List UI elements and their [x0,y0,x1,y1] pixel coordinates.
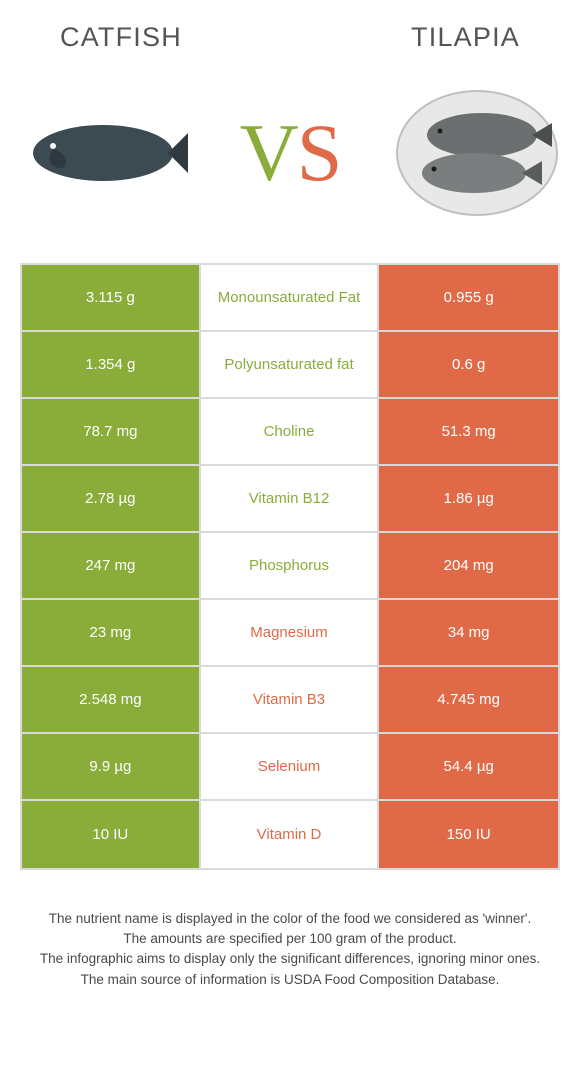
table-row: 9.9 µgSelenium54.4 µg [22,734,558,801]
right-value-cell: 54.4 µg [379,734,558,799]
right-value-cell: 150 IU [379,801,558,868]
right-value-cell: 4.745 mg [379,667,558,732]
nutrient-name-cell: Vitamin D [201,801,380,868]
nutrient-name-cell: Magnesium [201,600,380,665]
right-food-image [392,78,562,228]
right-value-cell: 0.6 g [379,332,558,397]
table-row: 3.115 gMonounsaturated Fat0.955 g [22,265,558,332]
footnote-line: The main source of information is USDA F… [22,971,558,989]
table-row: 2.78 µgVitamin B121.86 µg [22,466,558,533]
footnotes: The nutrient name is displayed in the co… [22,910,558,989]
table-row: 247 mgPhosphorus204 mg [22,533,558,600]
right-value-cell: 1.86 µg [379,466,558,531]
left-value-cell: 1.354 g [22,332,201,397]
left-value-cell: 2.78 µg [22,466,201,531]
left-value-cell: 78.7 mg [22,399,201,464]
left-value-cell: 10 IU [22,801,201,868]
comparison-table: 3.115 gMonounsaturated Fat0.955 g1.354 g… [20,263,560,870]
left-value-cell: 2.548 mg [22,667,201,732]
vs-s-letter: S [297,107,341,198]
left-value-cell: 9.9 µg [22,734,201,799]
right-value-cell: 34 mg [379,600,558,665]
vs-v-letter: V [240,107,297,198]
right-food-title: Tilapia [411,22,520,53]
footnote-line: The nutrient name is displayed in the co… [22,910,558,928]
vs-label: VS [240,106,341,200]
right-value-cell: 0.955 g [379,265,558,330]
footnote-line: The amounts are specified per 100 gram o… [22,930,558,948]
table-row: 10 IUVitamin D150 IU [22,801,558,868]
table-row: 78.7 mgCholine51.3 mg [22,399,558,466]
nutrient-name-cell: Monounsaturated Fat [201,265,380,330]
left-value-cell: 3.115 g [22,265,201,330]
table-row: 23 mgMagnesium34 mg [22,600,558,667]
left-value-cell: 23 mg [22,600,201,665]
table-row: 2.548 mgVitamin B34.745 mg [22,667,558,734]
nutrient-name-cell: Vitamin B12 [201,466,380,531]
left-food-image [18,78,188,228]
table-row: 1.354 gPolyunsaturated fat0.6 g [22,332,558,399]
nutrient-name-cell: Choline [201,399,380,464]
footnote-line: The infographic aims to display only the… [22,950,558,968]
nutrient-name-cell: Vitamin B3 [201,667,380,732]
header-row: Catfish Tilapia [0,0,580,63]
nutrient-name-cell: Phosphorus [201,533,380,598]
right-value-cell: 204 mg [379,533,558,598]
right-value-cell: 51.3 mg [379,399,558,464]
nutrient-name-cell: Polyunsaturated fat [201,332,380,397]
vs-row: VS [0,63,580,263]
nutrient-name-cell: Selenium [201,734,380,799]
left-value-cell: 247 mg [22,533,201,598]
left-food-title: Catfish [60,22,182,53]
